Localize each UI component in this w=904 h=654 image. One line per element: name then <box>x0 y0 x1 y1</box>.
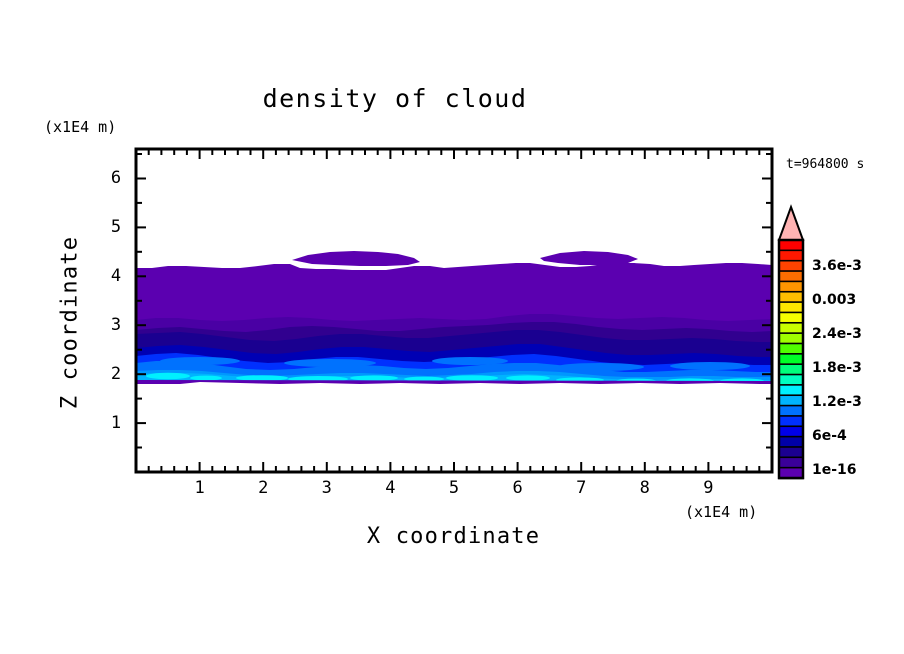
colorbar-label-5: 6e-4 <box>812 428 847 444</box>
x-axis-title: X coordinate <box>366 524 541 549</box>
y-tick-label-4: 4 <box>110 266 122 286</box>
colorbar-band <box>778 270 804 283</box>
colorbar-band <box>778 311 804 325</box>
x-tick-label-4: 4 <box>385 478 396 498</box>
z-axis-unit-label: (x1E4 m) <box>44 118 117 136</box>
layer-detached-blob-right <box>540 251 638 265</box>
colorbar-band <box>778 446 804 459</box>
y-tick-label-5: 5 <box>110 217 122 237</box>
colorbar-band <box>778 342 804 356</box>
colorbar-label-2: 2.4e-3 <box>812 326 862 342</box>
y-axis-ticks-left <box>136 153 146 449</box>
y-tick-label-6: 6 <box>110 168 122 188</box>
colorbar-outline <box>777 238 805 480</box>
x-axis-ticks-top <box>147 149 761 159</box>
colorbar-band <box>778 301 804 314</box>
colorbar-band <box>778 435 804 449</box>
colorbar <box>777 204 805 480</box>
x-tick-label-8: 8 <box>639 478 650 498</box>
colorbar-band <box>778 332 804 345</box>
colorbar-band <box>778 404 804 418</box>
y-tick-label-2: 2 <box>110 364 122 384</box>
y-tick-label-1: 1 <box>110 413 122 433</box>
colorbar-band <box>778 456 804 469</box>
time-annotation: t=964800 s <box>786 157 865 172</box>
page-title: density of cloud <box>262 84 528 113</box>
colorbar-band <box>778 290 804 304</box>
y-axis-ticks-right <box>762 153 772 449</box>
colorbar-label-0: 3.6e-3 <box>812 258 862 274</box>
x-tick-label-1: 1 <box>194 478 205 498</box>
colorbar-band <box>778 394 804 407</box>
colorbar-band <box>778 249 804 263</box>
x-tick-label-2: 2 <box>258 478 269 498</box>
colorbar-band <box>778 239 804 252</box>
colorbar-bands <box>778 239 804 480</box>
y-tick-label-3: 3 <box>110 315 122 335</box>
x-axis-unit-label: (x1E4 m) <box>685 503 758 521</box>
colorbar-label-1: 0.003 <box>812 292 857 308</box>
colorbar-band <box>778 363 804 376</box>
clear-air-below-cloud <box>136 382 772 472</box>
colorbar-label-6: 1e-16 <box>812 462 857 478</box>
colorbar-band <box>778 384 804 397</box>
x-tick-label-9: 9 <box>703 478 714 498</box>
colorbar-label-4: 1.2e-3 <box>812 394 862 410</box>
colorbar-band <box>778 353 804 366</box>
x-axis-ticks-bottom <box>147 462 761 472</box>
colorbar-band <box>778 425 804 438</box>
colorbar-band <box>778 280 804 294</box>
colorbar-over-arrow <box>777 204 805 241</box>
x-tick-label-5: 5 <box>448 478 460 498</box>
x-tick-label-6: 6 <box>512 478 523 498</box>
layer-detached-blob-left <box>292 251 420 266</box>
colorbar-band <box>778 259 804 273</box>
bright-blue-pockets <box>160 357 750 371</box>
colorbar-band <box>778 415 804 428</box>
x-tick-label-7: 7 <box>576 478 587 498</box>
colorbar-label-3: 1.8e-3 <box>812 360 862 376</box>
colorbar-band <box>778 373 804 387</box>
x-tick-label-3: 3 <box>321 478 332 498</box>
colorbar-band <box>778 321 804 335</box>
cloud-density-field <box>136 251 772 472</box>
